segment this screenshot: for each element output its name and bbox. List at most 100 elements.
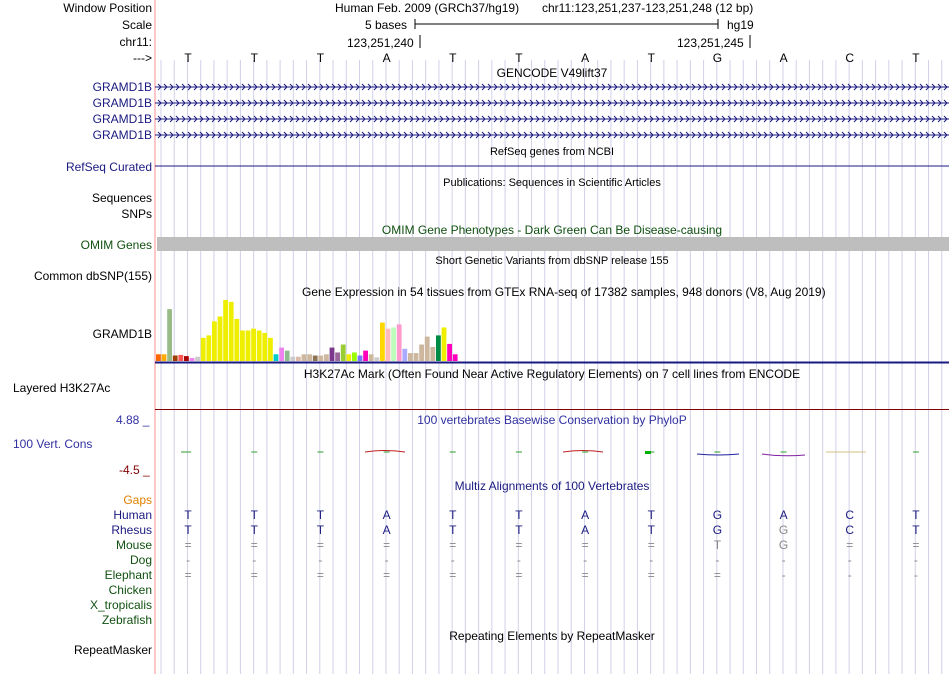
gtex-tissue-bar (374, 357, 380, 361)
gtex-tissue-bar (346, 354, 352, 361)
alignment-base: T (250, 508, 258, 522)
alignment-base: = (383, 568, 391, 582)
gtex-title: Gene Expression in 54 tissues from GTEx … (302, 285, 826, 299)
gtex-tissue-bar (184, 356, 189, 361)
alignment-base: A (779, 508, 788, 522)
repeatmasker-track-label[interactable]: RepeatMasker (73, 643, 152, 657)
alignment-base: T (515, 523, 523, 537)
gtex-tissue-bar (279, 347, 284, 361)
alignment-base: C (845, 508, 855, 522)
omim-track-label[interactable]: OMIM Genes (80, 238, 152, 252)
gencode-chevrons-4 (157, 131, 948, 139)
gtex-tissue-bar (335, 352, 340, 361)
alignment-base: A (581, 508, 590, 522)
gtex-tissue-bar (380, 322, 385, 361)
gtex-tissue-bar (262, 332, 268, 361)
species-label[interactable]: Human (113, 508, 152, 522)
gencode-chevrons-3 (157, 115, 948, 123)
publications-sequences-label[interactable]: Sequences (91, 191, 152, 205)
alignment-base: - (252, 553, 257, 567)
gtex-track-label[interactable]: GRAMD1B (92, 327, 152, 341)
alignment-base: - (781, 568, 786, 582)
base-letter: A (779, 51, 788, 65)
gtex-tissue-bar (324, 354, 329, 361)
refseq-track-label[interactable]: RefSeq Curated (65, 160, 152, 174)
coords-text: chr11:123,251,237-123,251,248 (12 bp) (542, 1, 754, 15)
gtex-tissue-bar (212, 321, 217, 361)
base-letter: G (712, 51, 723, 65)
alignment-base: T (449, 508, 457, 522)
gtex-tissue-bar (200, 337, 206, 361)
alignment-base: - (649, 553, 654, 567)
alignment-base: T (713, 538, 722, 552)
species-label[interactable]: Dog (129, 553, 152, 567)
species-label[interactable]: Chicken (108, 583, 152, 597)
alignment-base: - (847, 553, 852, 567)
gtex-tissue-bar (251, 328, 256, 361)
alignment-base: = (713, 568, 721, 582)
multiz-title: Multiz Alignments of 100 Vertebrates (454, 479, 650, 493)
alignment-base: = (449, 538, 457, 552)
gencode-track-label-1[interactable]: GRAMD1B (92, 80, 152, 94)
scale-text: 5 bases (365, 18, 408, 32)
alignment-base: T (184, 523, 192, 537)
alignment-base: = (316, 538, 324, 552)
alignment-base: T (515, 508, 523, 522)
alignment-base: G (712, 523, 723, 537)
alignment-base: T (912, 523, 920, 537)
species-label[interactable]: Mouse (115, 538, 152, 552)
refseq-title: RefSeq genes from NCBI (489, 146, 615, 158)
publications-snps-label[interactable]: SNPs (121, 207, 152, 221)
h3k27ac-title: H3K27Ac Mark (Often Found Near Active Re… (303, 367, 801, 381)
alignment-base: = (250, 568, 258, 582)
dbsnp-track-label[interactable]: Common dbSNP(155) (33, 269, 152, 283)
gencode-track-label-2[interactable]: GRAMD1B (92, 96, 152, 110)
alignment-base: = (515, 568, 523, 582)
gtex-tissue-bar (195, 356, 200, 361)
gtex-tissue-bar (223, 300, 228, 361)
assembly-text: Human Feb. 2009 (GRCh37/hg19) (335, 1, 520, 15)
alignment-base: C (845, 523, 855, 537)
alignment-base: = (184, 538, 192, 552)
alignment-base: - (186, 553, 191, 567)
gencode-track-label-3[interactable]: GRAMD1B (92, 112, 152, 126)
h3k27ac-track-label[interactable]: Layered H3K27Ac (13, 381, 111, 395)
gtex-tissue-bar (363, 350, 368, 361)
alignment-base: = (449, 568, 457, 582)
gtex-tissue-bar (413, 353, 419, 361)
base-letter: T (647, 51, 655, 65)
gaps-label[interactable]: Gaps (123, 493, 152, 507)
alignment-base: = (250, 538, 258, 552)
alignment-base: - (583, 553, 588, 567)
gtex-tissue-bar (268, 337, 273, 361)
window-position-label: Window Position (63, 1, 152, 15)
species-label[interactable]: Zebrafish (101, 613, 152, 627)
dbsnp-title: Short Genetic Variants from dbSNP releas… (435, 255, 669, 267)
gtex-tissue-bar (368, 354, 374, 361)
phylop-mark (761, 453, 806, 457)
gtex-tissue-bar (312, 355, 318, 361)
alignment-base: - (781, 553, 786, 567)
omim-feature-bar (157, 237, 949, 251)
gtex-tissue-bar (301, 354, 307, 361)
alignment-base: = (383, 538, 391, 552)
gtex-tissue-bar (329, 347, 335, 361)
base-letter: T (515, 51, 523, 65)
species-label[interactable]: Rhesus (111, 523, 152, 537)
alignment-base: = (184, 568, 192, 582)
phylop-max-label: 4.88 _ (116, 413, 150, 427)
alignment-base: T (912, 508, 920, 522)
species-label[interactable]: X_tropicalis (89, 598, 152, 612)
omim-title: OMIM Gene Phenotypes - Dark Green Can Be… (381, 223, 723, 237)
gtex-tissue-bar (178, 354, 184, 361)
phylop-track-label[interactable]: 100 Vert. Cons (13, 437, 93, 451)
gencode-track-label-4[interactable]: GRAMD1B (92, 128, 152, 142)
chrom-label: chr11: (119, 35, 152, 49)
track-labels-column: Window Position Scale chr11: ---> GRAMD1… (0, 0, 152, 674)
gtex-tissue-bar (161, 354, 167, 361)
species-label[interactable]: Elephant (104, 568, 152, 582)
base-letter: C (845, 51, 855, 65)
scale-label: Scale (121, 18, 152, 32)
gtex-tissue-bar (228, 301, 234, 361)
gtex-tissue-bar (206, 335, 212, 361)
